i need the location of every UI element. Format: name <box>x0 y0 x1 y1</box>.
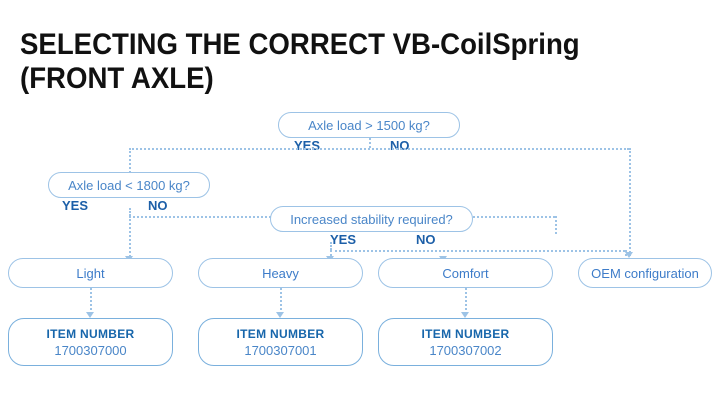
item-number-comfort[interactable]: ITEM NUMBER 1700307002 <box>378 318 553 366</box>
item-number-value: 1700307000 <box>54 343 126 358</box>
item-number-value: 1700307001 <box>244 343 316 358</box>
item-number-value: 1700307002 <box>429 343 501 358</box>
node-axle-load-1800[interactable]: Axle load < 1800 kg? <box>48 172 210 198</box>
item-number-label: ITEM NUMBER <box>237 327 325 341</box>
yes-label-stability: YES <box>330 232 356 247</box>
node-axle-load-1500[interactable]: Axle load > 1500 kg? <box>278 112 460 138</box>
connector-line <box>629 148 631 256</box>
connector-line <box>330 250 625 252</box>
connector-line <box>90 288 92 314</box>
connector-line <box>129 148 629 150</box>
node-light[interactable]: Light <box>8 258 173 288</box>
no-label-stability: NO <box>416 232 436 247</box>
connector-line <box>369 138 371 148</box>
node-label: OEM configuration <box>591 266 699 281</box>
node-label: Axle load > 1500 kg? <box>308 118 430 133</box>
connector-line <box>330 242 332 250</box>
node-label: Heavy <box>262 266 299 281</box>
connector-line <box>129 208 131 216</box>
node-comfort[interactable]: Comfort <box>378 258 553 288</box>
node-label: Comfort <box>442 266 488 281</box>
item-number-label: ITEM NUMBER <box>47 327 135 341</box>
item-number-light[interactable]: ITEM NUMBER 1700307000 <box>8 318 173 366</box>
connector-line <box>465 288 467 314</box>
item-number-heavy[interactable]: ITEM NUMBER 1700307001 <box>198 318 363 366</box>
connector-line <box>280 288 282 314</box>
node-label: Increased stability required? <box>290 212 453 227</box>
flowchart-diagram: Axle load > 1500 kg? YES NO Axle load < … <box>0 0 720 405</box>
node-label: Axle load < 1800 kg? <box>68 178 190 193</box>
connector-line <box>129 216 131 260</box>
yes-label-1500: YES <box>294 138 320 153</box>
node-oem[interactable]: OEM configuration <box>578 258 712 288</box>
no-label-1500: NO <box>390 138 410 153</box>
node-heavy[interactable]: Heavy <box>198 258 363 288</box>
no-label-1800: NO <box>148 198 168 213</box>
connector-line <box>555 216 557 234</box>
node-label: Light <box>76 266 104 281</box>
node-stability[interactable]: Increased stability required? <box>270 206 473 232</box>
item-number-label: ITEM NUMBER <box>422 327 510 341</box>
yes-label-1800: YES <box>62 198 88 213</box>
